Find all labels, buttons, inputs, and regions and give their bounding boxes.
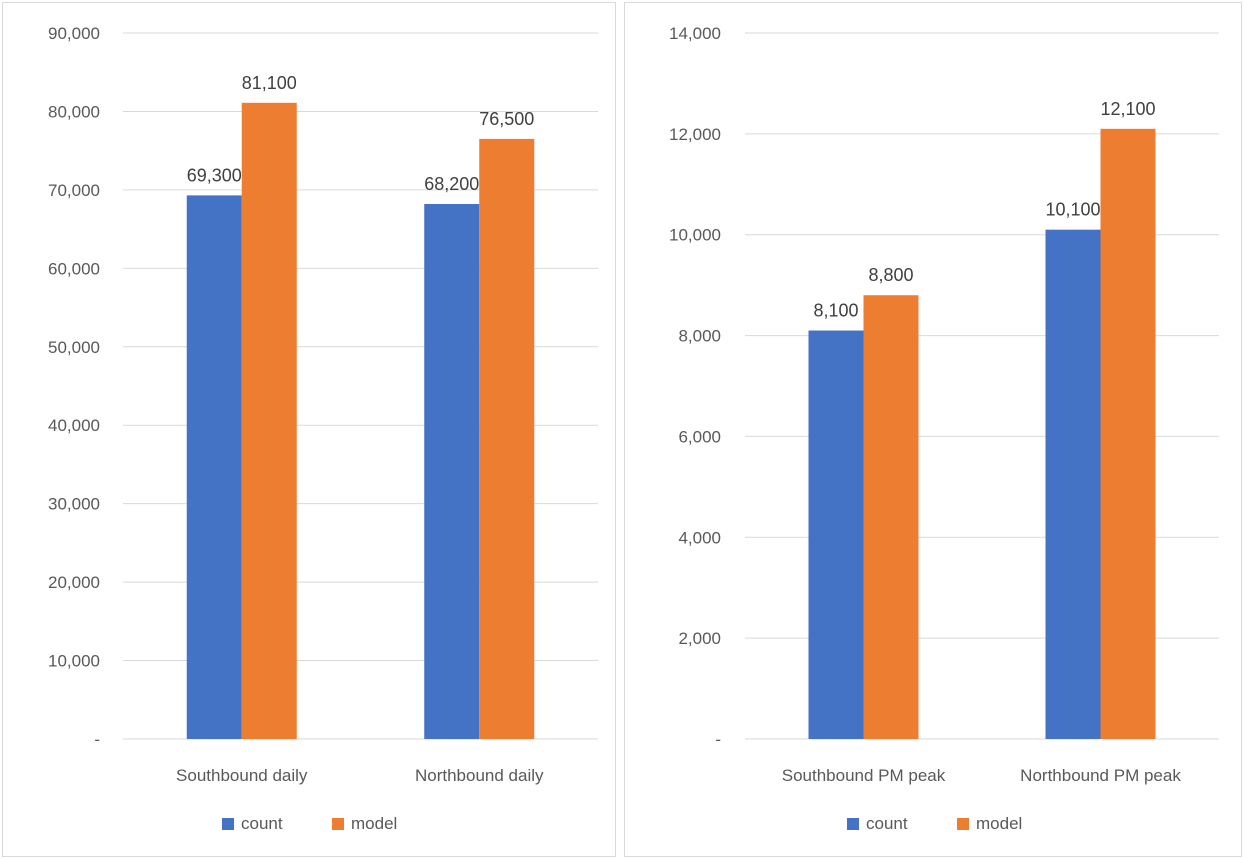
y-tick-label: 40,000 [48, 416, 100, 435]
chart-pm-peak: - 2,000 4,000 6,000 8,000 10,000 12,000 14,000 8… [669, 24, 1219, 833]
y-tick-label: 14,000 [669, 24, 721, 43]
legend-swatch-count [847, 818, 859, 830]
data-label: 76,500 [479, 109, 534, 129]
data-label: 81,100 [242, 73, 297, 93]
x-category-label: Northbound daily [415, 766, 544, 785]
bar-count [186, 195, 242, 739]
bar-model [1100, 128, 1156, 740]
y-tick-label: 30,000 [48, 495, 100, 514]
data-label: 69,300 [187, 165, 242, 185]
chart-pm-peak-panel: - 2,000 4,000 6,000 8,000 10,000 12,000 14,000 8… [624, 2, 1242, 857]
legend-label-count: count [866, 814, 908, 833]
bar-count [424, 204, 480, 739]
data-label: 12,100 [1100, 99, 1155, 119]
x-category-label: Southbound PM peak [782, 766, 946, 785]
legend-label-count: count [241, 814, 283, 833]
chart-daily: - 10,000 20,000 30,000 40,000 50,000 60,000 70,… [48, 24, 598, 833]
y-tick-label: 6,000 [678, 427, 721, 446]
y-tick-label: 8,000 [678, 327, 721, 346]
bar-count [1045, 229, 1101, 739]
data-label: 8,100 [813, 301, 858, 321]
y-tick-label: 50,000 [48, 338, 100, 357]
y-tick-label: 20,000 [48, 573, 100, 592]
y-tick-label: - [94, 730, 100, 749]
y-tick-label: 80,000 [48, 102, 100, 121]
legend-swatch-count [222, 818, 234, 830]
y-tick-label: 90,000 [48, 24, 100, 43]
y-tick-label: 12,000 [669, 125, 721, 144]
x-category-label: Northbound PM peak [1020, 766, 1181, 785]
y-tick-label: 2,000 [678, 629, 721, 648]
legend-label-model: model [976, 814, 1022, 833]
chart-daily-panel: - 10,000 20,000 30,000 40,000 50,000 60,000 70,… [2, 2, 616, 857]
y-tick-label: 70,000 [48, 181, 100, 200]
legend-label-model: model [351, 814, 397, 833]
data-label: 8,800 [868, 265, 913, 285]
y-tick-label: 4,000 [678, 528, 721, 547]
bar-model [479, 138, 535, 739]
y-tick-label: 10,000 [48, 652, 100, 671]
data-label: 68,200 [424, 174, 479, 194]
y-tick-label: - [715, 730, 721, 749]
x-category-label: Southbound daily [176, 766, 308, 785]
y-tick-label: 10,000 [669, 226, 721, 245]
data-label: 10,100 [1045, 200, 1100, 220]
bar-model [241, 102, 297, 739]
legend-swatch-model [957, 818, 969, 830]
legend-swatch-model [332, 818, 344, 830]
bar-count [808, 330, 864, 739]
y-tick-label: 60,000 [48, 259, 100, 278]
bar-model [863, 295, 919, 739]
